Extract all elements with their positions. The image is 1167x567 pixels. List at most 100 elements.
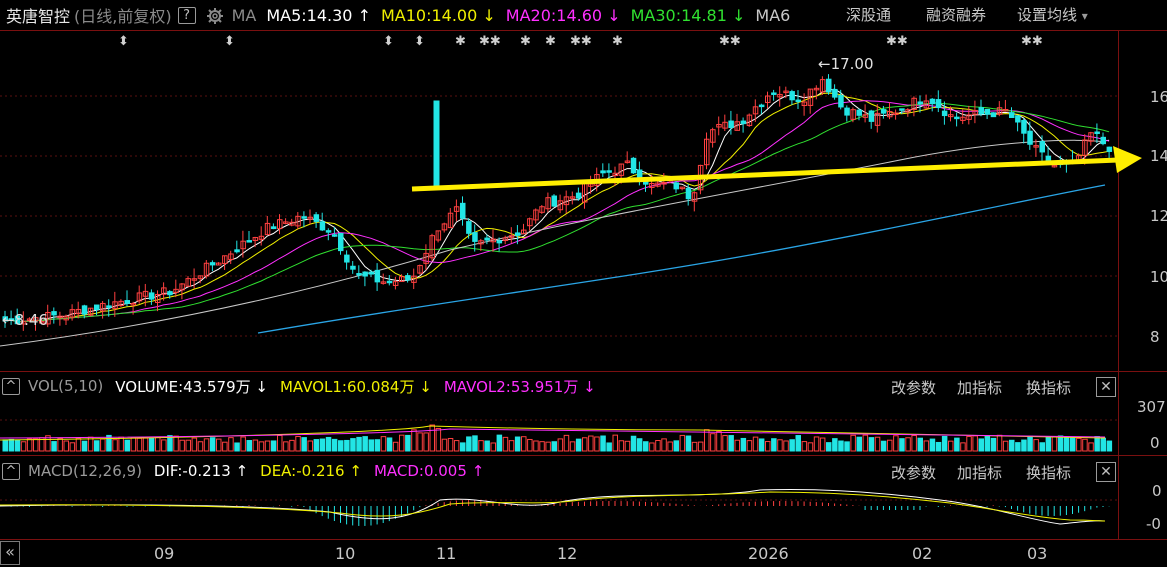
set-ma-button[interactable]: 设置均线 ▾	[1017, 6, 1088, 24]
volume-bar	[264, 440, 271, 452]
macd-indicator-label[interactable]: MACD(12,26,9)	[28, 462, 142, 480]
collapse-volume-button[interactable]: ^	[2, 377, 20, 395]
volume-bar	[75, 438, 82, 452]
stock-name[interactable]: 英唐智控	[6, 7, 71, 26]
macd-switch-indicator-button[interactable]: 换指标	[1026, 464, 1072, 482]
volume-bar	[630, 435, 637, 452]
candle	[289, 221, 295, 226]
volume-bar	[600, 435, 606, 452]
event-marker[interactable]: ✱✱	[719, 34, 741, 49]
volume-bar	[893, 435, 899, 452]
indicator-bar: 英唐智控 (日线,前复权) ? MA MA5:14.30 ↑ MA10:14.0…	[0, 0, 1167, 30]
volume-bar	[960, 442, 966, 452]
volume-indicator-label[interactable]: VOL(5,10)	[28, 377, 104, 395]
event-marker[interactable]: ✱✱	[886, 34, 908, 49]
volume-add-indicator-button[interactable]: 加指标	[957, 379, 1003, 397]
candle	[850, 109, 856, 120]
candle	[344, 254, 350, 263]
candle	[350, 265, 356, 270]
volume-bar	[1057, 435, 1064, 452]
candle	[264, 222, 271, 236]
macd-add-indicator-button[interactable]: 加指标	[957, 464, 1003, 482]
volume-bar	[307, 440, 313, 452]
volume-bar	[838, 440, 844, 452]
volume-bar	[148, 437, 155, 452]
volume-bar	[252, 439, 259, 452]
volume-bar	[283, 441, 289, 452]
event-marker[interactable]: ⬍	[383, 34, 394, 49]
volume-bar	[197, 441, 204, 452]
volume-bar	[880, 440, 887, 452]
dea-value: DEA:-0.216 ↑	[260, 462, 362, 480]
volume-close-icon[interactable]: ✕	[1096, 377, 1116, 397]
volume-bar	[228, 437, 234, 452]
volume-bar	[984, 435, 991, 452]
volume-bar	[954, 437, 960, 452]
shenzhen-connect-button[interactable]: 深股通	[846, 6, 892, 24]
candle	[100, 302, 106, 312]
volume-bar	[527, 438, 533, 452]
volume-switch-indicator-button[interactable]: 换指标	[1026, 379, 1072, 397]
event-marker[interactable]: ⬍	[224, 34, 235, 49]
candle	[429, 235, 435, 259]
volume-bar	[319, 438, 326, 452]
gear-icon[interactable]	[206, 4, 224, 26]
event-marker[interactable]: ✱✱	[570, 34, 592, 49]
candle	[295, 215, 301, 227]
macd-edit-params-button[interactable]: 改参数	[891, 464, 937, 482]
candle	[807, 88, 814, 106]
volume-bar	[472, 435, 478, 452]
volume-bar	[277, 434, 283, 452]
volume-bar	[155, 436, 161, 452]
collapse-macd-button[interactable]: ^	[2, 462, 20, 480]
event-marker[interactable]: ⬍	[414, 34, 425, 49]
volume-bar	[978, 438, 984, 452]
low-annotation: ←8.46	[2, 311, 48, 329]
candle	[771, 92, 777, 95]
event-marker[interactable]: ✱	[455, 34, 466, 49]
volume-bar	[130, 437, 137, 452]
candle	[948, 114, 954, 118]
event-marker[interactable]: ✱	[520, 34, 531, 49]
event-marker[interactable]: ✱	[612, 34, 623, 49]
candle	[374, 269, 381, 283]
candle	[118, 300, 124, 307]
trend-arrow	[411, 146, 1142, 192]
candle	[801, 101, 808, 107]
candle	[539, 206, 545, 213]
scroll-left-button[interactable]: «	[0, 541, 20, 565]
candle	[521, 229, 527, 235]
candle	[399, 276, 405, 282]
help-button[interactable]: ?	[177, 6, 196, 24]
candle	[417, 265, 423, 274]
volume-ma-line	[0, 425, 1106, 441]
candle	[386, 280, 393, 284]
volume-edit-params-button[interactable]: 改参数	[891, 379, 937, 397]
event-marker[interactable]: ✱	[545, 34, 556, 49]
candle	[612, 172, 618, 176]
volume-bar	[374, 439, 381, 452]
volume-bar	[545, 441, 551, 452]
event-marker[interactable]: ✱✱	[479, 34, 501, 49]
volume-bar	[142, 437, 149, 452]
volume-bar	[484, 440, 490, 452]
volume-bar	[996, 434, 1003, 452]
candle	[478, 240, 484, 245]
volume-bar	[679, 434, 686, 452]
volume-bar	[557, 438, 564, 452]
volume-bar	[887, 439, 893, 452]
volume-bar	[935, 441, 942, 452]
event-marker[interactable]: ✱✱	[1021, 34, 1043, 49]
macd-close-icon[interactable]: ✕	[1096, 462, 1116, 482]
candle	[87, 307, 94, 316]
volume-bar	[728, 435, 734, 452]
moving-average-line	[257, 184, 1106, 334]
candle	[746, 114, 753, 126]
volume-bar	[826, 442, 832, 452]
candle	[75, 308, 82, 315]
volume-y-top: 307	[1137, 398, 1166, 416]
margin-trading-button[interactable]: 融资融券	[926, 6, 987, 24]
event-marker[interactable]: ⬍	[118, 34, 129, 49]
volume-bar	[832, 438, 838, 452]
